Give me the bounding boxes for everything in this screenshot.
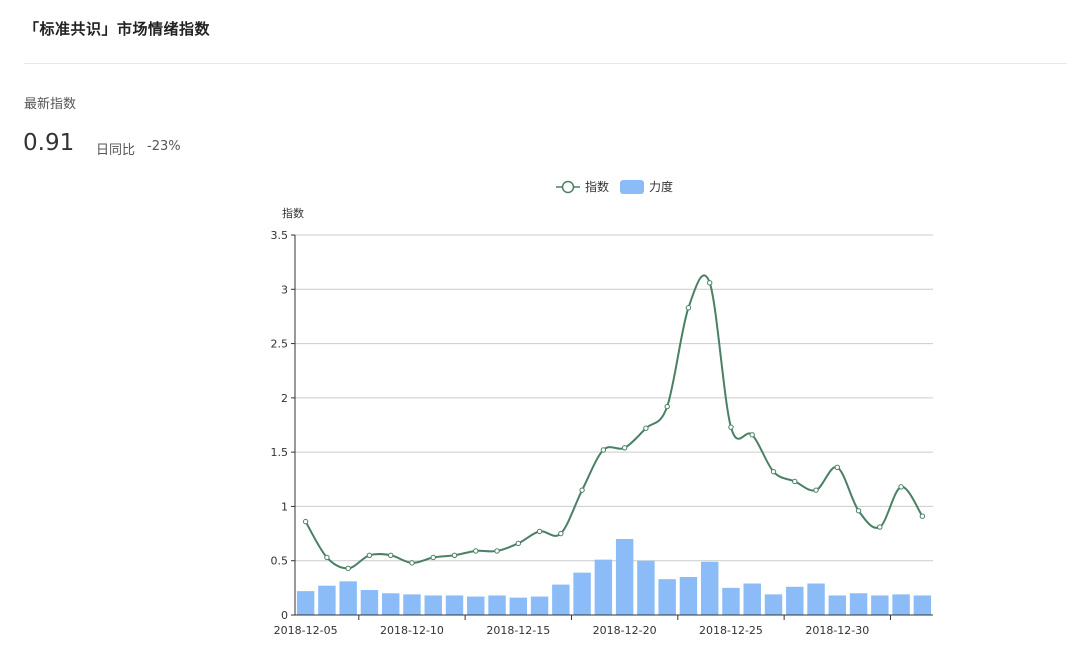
bar[interactable] [849,593,868,615]
bar[interactable] [318,585,336,615]
x-tick-label: 2018-12-05 [274,624,338,637]
legend[interactable]: 指数 力度 [556,179,673,194]
index-point[interactable] [770,468,777,475]
y-tick-label: 3 [281,283,288,296]
y-axis-title: 指数 [282,206,304,220]
index-point[interactable] [643,425,649,431]
legend-circle-swatch [561,180,575,194]
bar[interactable] [573,572,591,615]
index-point[interactable] [302,518,309,525]
latest-index-value: 0.91 [23,130,75,156]
grid-lines [295,234,933,562]
bar[interactable] [615,539,634,615]
bar[interactable] [828,595,847,615]
bar[interactable] [658,579,676,615]
bar[interactable] [552,584,570,615]
day-over-day-value: -23% [147,139,181,154]
x-tick-label: 2018-12-10 [380,624,444,637]
index-point[interactable] [749,432,755,438]
bar[interactable] [679,577,698,615]
index-point[interactable] [515,540,521,547]
bar[interactable] [871,595,889,615]
bar[interactable] [488,595,506,615]
index-point[interactable] [877,524,883,530]
bar[interactable] [913,595,932,615]
bar[interactable] [764,594,783,615]
bar[interactable] [530,596,549,615]
bar[interactable] [424,595,442,615]
index-point[interactable] [728,424,734,430]
latest-index-label: 最新指数 [24,97,77,112]
index-point[interactable] [558,530,564,537]
bar-series [296,539,932,615]
index-point[interactable] [792,478,798,485]
bar[interactable] [700,561,719,615]
index-point[interactable] [664,403,670,410]
y-tick-label: 2.5 [271,338,289,351]
index-point[interactable] [919,513,926,519]
x-tick-label: 2018-12-20 [593,624,657,637]
bar[interactable] [892,594,910,615]
index-point[interactable] [430,554,436,561]
legend-bar-swatch [620,180,644,194]
x-tick-label: 2018-12-25 [699,624,763,637]
index-point[interactable] [324,554,330,561]
index-line[interactable] [304,274,924,570]
index-point[interactable] [473,548,479,554]
bar[interactable] [467,596,485,615]
y-tick-label: 1 [281,500,288,513]
bar[interactable] [403,594,421,615]
line-series [302,274,926,572]
index-point[interactable] [494,548,500,554]
legend-label-strength: 力度 [649,179,673,194]
bar[interactable] [807,583,825,615]
bar[interactable] [743,583,761,615]
y-tick-label: 0 [281,609,288,622]
y-tick-label: 2 [281,392,288,405]
bar[interactable] [786,586,804,615]
index-point[interactable] [707,280,713,286]
index-point[interactable] [345,565,351,572]
bar[interactable] [594,559,613,615]
axes: 0 0.5 1 1.5 2 2.5 3 3.5 2018-12-05 2018-12-10 2018… [271,229,933,637]
y-tick-label: 0.5 [271,555,289,568]
bar[interactable] [445,595,464,615]
legend-label-index: 指数 [585,179,609,194]
header-divider [24,63,1067,64]
index-point[interactable] [685,305,692,311]
bar[interactable] [637,560,655,615]
x-tick-label: 2018-12-15 [486,624,550,637]
bar[interactable] [360,590,379,615]
y-tick-label: 1.5 [271,446,289,459]
index-point[interactable] [898,484,904,490]
index-point[interactable] [366,552,373,558]
bar[interactable] [296,591,315,615]
index-point[interactable] [536,528,543,535]
y-tick-label: 3.5 [271,229,289,242]
bar[interactable] [722,587,740,615]
index-point[interactable] [388,552,394,558]
bar[interactable] [339,581,357,615]
panel-title: 「标准共识」市场情绪指数 [24,20,211,38]
index-point[interactable] [451,552,458,558]
index-point[interactable] [409,560,415,566]
index-point[interactable] [621,445,628,451]
bar[interactable] [509,597,528,615]
index-point[interactable] [834,464,840,471]
day-over-day-label: 日同比 [96,143,136,158]
x-tick-label: 2018-12-30 [805,624,869,637]
legend-item-index[interactable]: 指数 [556,179,609,194]
index-point[interactable] [579,487,585,493]
legend-item-strength[interactable]: 力度 [620,179,673,194]
index-point[interactable] [813,487,819,493]
index-point[interactable] [855,508,862,514]
index-point[interactable] [600,447,607,453]
bar[interactable] [381,593,400,615]
